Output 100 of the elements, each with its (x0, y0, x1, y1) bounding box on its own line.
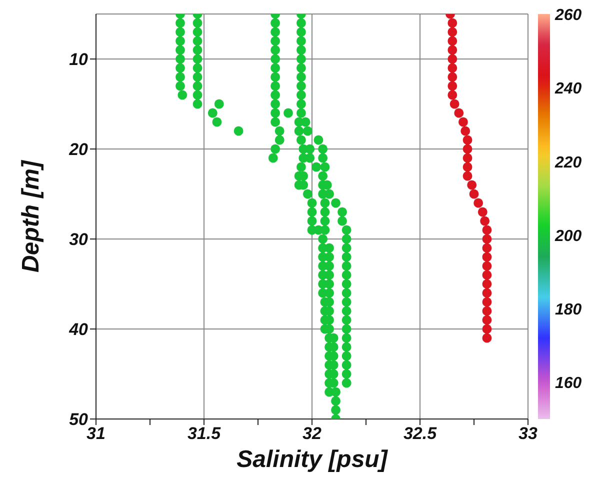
point (192, 72, 202, 82)
point (482, 261, 492, 271)
point (296, 162, 306, 172)
point (192, 63, 202, 73)
point (482, 225, 492, 235)
point (482, 297, 492, 307)
point (342, 288, 352, 298)
point (192, 27, 202, 37)
point (270, 90, 280, 100)
x-tick-label: 31 (86, 424, 106, 444)
x-tick-label: 32 (302, 424, 322, 444)
point (469, 189, 479, 199)
point (462, 153, 472, 163)
point (192, 18, 202, 28)
point (270, 117, 280, 127)
point (296, 108, 306, 118)
point (474, 198, 484, 208)
point (448, 54, 458, 64)
color-bar-label: 160 (555, 375, 582, 392)
point (324, 288, 334, 298)
point (270, 45, 280, 55)
point (342, 306, 352, 316)
point (342, 315, 352, 325)
point (176, 54, 185, 64)
point (324, 189, 334, 199)
point (192, 81, 202, 91)
point (320, 207, 330, 217)
point (176, 27, 185, 37)
point (270, 36, 280, 46)
point (305, 153, 315, 163)
point (342, 234, 352, 244)
point (296, 36, 306, 46)
point (448, 81, 458, 91)
point (482, 234, 492, 244)
point (342, 279, 352, 289)
point (307, 216, 317, 226)
point (296, 45, 306, 55)
point (338, 216, 347, 226)
point (338, 207, 347, 217)
point (331, 387, 340, 397)
point (296, 72, 306, 82)
point (296, 81, 306, 91)
point (318, 144, 328, 154)
point (324, 261, 334, 271)
point (270, 27, 280, 37)
point (462, 162, 472, 172)
point (302, 126, 312, 136)
point (342, 333, 352, 343)
point (342, 297, 352, 307)
point (462, 171, 472, 181)
color-bar-label: 240 (554, 80, 582, 98)
point (307, 198, 317, 208)
point (342, 243, 352, 253)
point (318, 234, 328, 244)
point (318, 171, 328, 181)
point (482, 288, 492, 298)
y-tick-label: 10 (69, 50, 89, 70)
point (318, 153, 328, 163)
y-tick-label: 40 (68, 320, 89, 340)
point (270, 63, 280, 73)
point (270, 108, 280, 118)
color-bar-label: 180 (555, 302, 582, 319)
point (448, 90, 458, 100)
point (302, 189, 312, 199)
point (331, 405, 340, 415)
point (482, 270, 492, 280)
point (176, 72, 185, 82)
x-tick-label: 33 (518, 424, 538, 444)
y-tick-label: 50 (69, 410, 89, 430)
point (448, 27, 458, 37)
point (208, 108, 218, 118)
point (342, 261, 352, 271)
point (296, 90, 306, 100)
point (482, 243, 492, 253)
point (467, 180, 477, 190)
point (284, 108, 293, 118)
point (314, 225, 324, 235)
x-tick-label: 32.5 (403, 424, 438, 444)
point (460, 126, 470, 136)
y-tick-label: 20 (68, 140, 89, 160)
point (482, 315, 492, 325)
point (296, 27, 306, 37)
point (482, 279, 492, 289)
point (462, 144, 472, 154)
point (176, 36, 185, 46)
point (342, 342, 352, 352)
point (331, 198, 340, 208)
point (234, 126, 244, 136)
point (482, 306, 492, 316)
point (478, 207, 488, 217)
point (176, 45, 185, 55)
point (462, 135, 472, 145)
point (448, 18, 458, 28)
x-axis-title: Salinity [psu] (236, 446, 388, 473)
y-axis-title: Depth [m] (18, 160, 45, 272)
point (307, 207, 317, 217)
point (296, 99, 306, 109)
point (450, 99, 460, 109)
point (342, 351, 352, 361)
point (176, 18, 185, 28)
